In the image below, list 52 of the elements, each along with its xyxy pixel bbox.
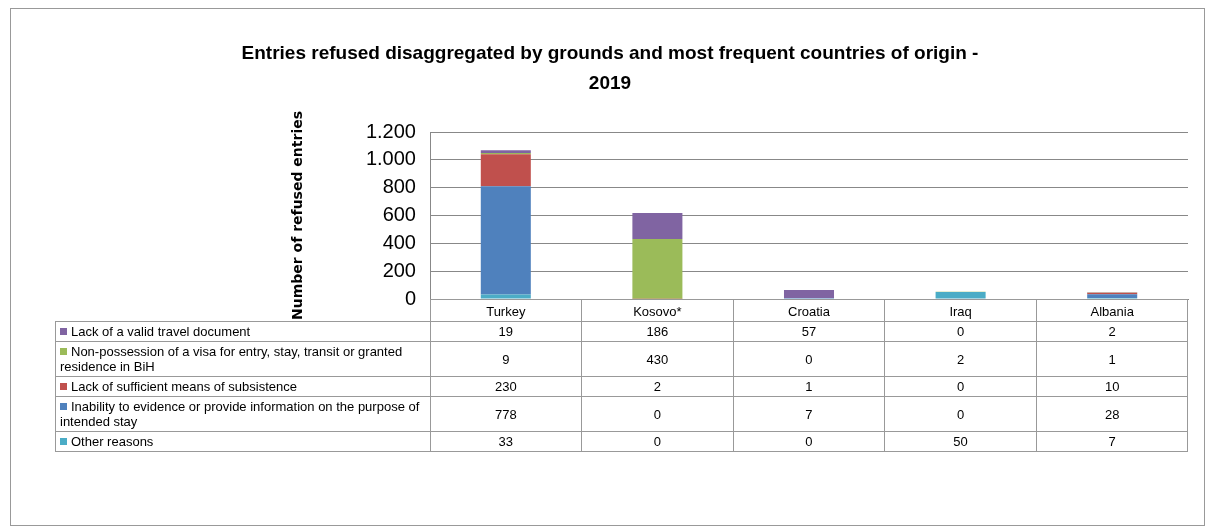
data-label: 1 <box>733 376 885 397</box>
y-tick-label: 1.200 <box>365 119 416 142</box>
bar <box>632 213 683 239</box>
data-label: 230 <box>430 376 582 397</box>
data-label: 0 <box>581 431 734 452</box>
data-label: 2 <box>1036 321 1188 342</box>
x-tick-label: Croatia <box>788 304 831 320</box>
data-label: 0 <box>733 341 885 377</box>
y-tick-label: 200 <box>382 258 416 281</box>
data-label: 19 <box>430 321 582 342</box>
data-label: 9 <box>430 341 582 377</box>
data-label: 186 <box>581 321 734 342</box>
legend-label: Lack of sufficient means of subsistence <box>55 376 430 397</box>
bar <box>480 186 531 295</box>
legend-label: Inability to evidence or provide information on the purpose of intended stay <box>55 396 430 432</box>
data-label: 57 <box>733 321 885 342</box>
bar <box>632 238 683 299</box>
legend-label: Lack of a valid travel document <box>55 321 430 342</box>
y-tick-label: 1.000 <box>365 147 416 170</box>
data-label: 0 <box>733 431 885 452</box>
chart-title: Entries refused disaggregated by grounds and most frequent countries of origin - 2019 <box>240 41 980 95</box>
x-tick-label: Kosovo* <box>633 304 682 320</box>
x-tick-label: Iraq <box>949 304 972 320</box>
x-tick-label: Albania <box>1090 304 1135 320</box>
data-label: 0 <box>884 396 1037 432</box>
data-label: 7 <box>1036 431 1188 452</box>
x-tick-label: Turkey <box>486 304 526 320</box>
data-label: 2 <box>581 376 734 397</box>
data-label: 0 <box>884 376 1037 397</box>
bar <box>1087 294 1138 299</box>
y-axis-title: Number of refused entries <box>289 110 306 321</box>
legend-label: Other reasons <box>55 431 430 452</box>
data-label: 10 <box>1036 376 1188 397</box>
y-tick-label: 400 <box>382 230 416 253</box>
y-tick-label: 800 <box>382 175 416 198</box>
bar <box>935 292 986 299</box>
data-label: 50 <box>884 431 1037 452</box>
data-label: 28 <box>1036 396 1188 432</box>
legend-label: Non-possession of a visa for entry, stay, transit or granted residence in BiH <box>55 341 430 377</box>
data-label: 0 <box>884 321 1037 342</box>
bar <box>783 289 835 298</box>
data-label: 430 <box>581 341 734 377</box>
y-tick-label: 600 <box>382 203 416 226</box>
data-label: 2 <box>884 341 1037 377</box>
bar <box>480 294 531 299</box>
data-label: 0 <box>581 396 734 432</box>
bar <box>480 154 531 187</box>
y-tick-label: 0 <box>404 286 416 309</box>
data-label: 7 <box>733 396 885 432</box>
data-label: 778 <box>430 396 582 432</box>
data-label: 33 <box>430 431 582 452</box>
data-label: 1 <box>1036 341 1188 377</box>
